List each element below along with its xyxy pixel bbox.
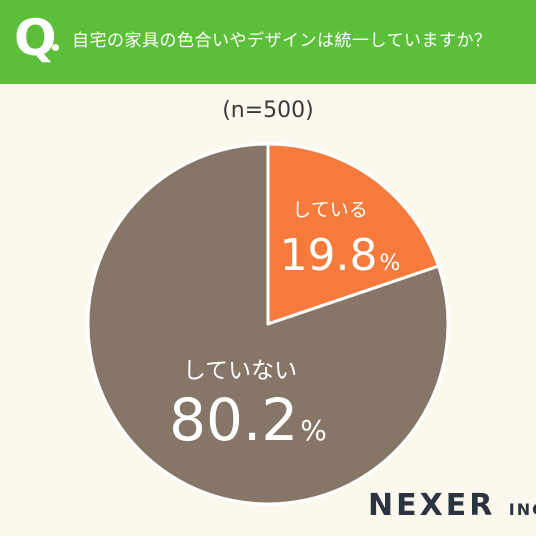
question-text: 自宅の家具の色合いやデザインは統一していますか？ — [72, 31, 492, 51]
slice-label-no: していない — [183, 358, 297, 384]
slice-value-no: 80.2% — [169, 386, 327, 454]
question-banner: Q 自宅の家具の色合いやデザインは統一していますか？ — [0, 0, 536, 84]
q-icon: Q — [14, 9, 57, 67]
nexer-logo: NEXER INC. — [368, 488, 536, 528]
slice-value-yes: 19.8% — [280, 230, 401, 281]
sample-size: (n=500) — [222, 98, 314, 123]
pie-slice-yes — [266, 142, 440, 326]
logo-main: NEXER — [368, 488, 496, 523]
pie-slice-no — [86, 142, 450, 506]
slice-label-yes: している — [292, 199, 367, 221]
q-dot-icon — [52, 44, 59, 51]
logo-sub: INC. — [508, 500, 536, 519]
